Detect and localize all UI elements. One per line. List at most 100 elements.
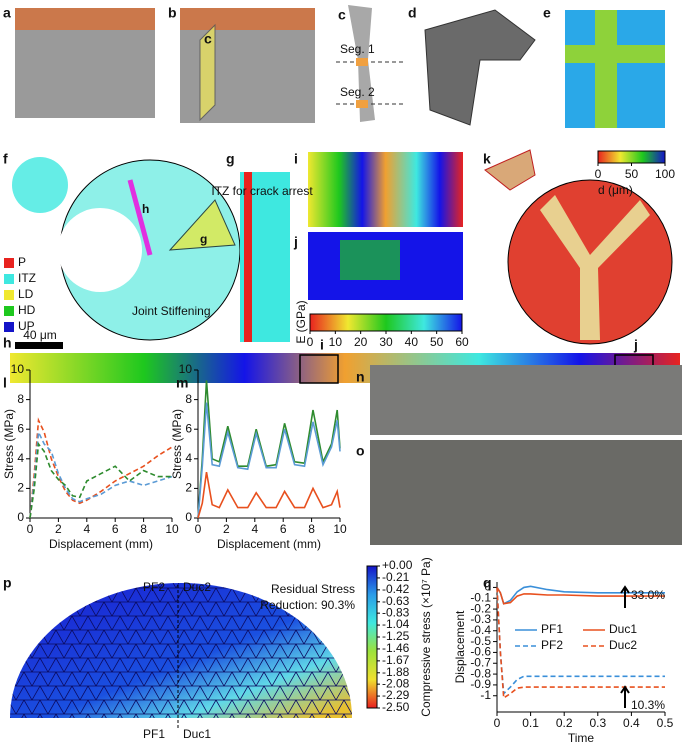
x-axis-label: Time bbox=[568, 731, 595, 745]
photo-o bbox=[370, 440, 682, 545]
y-tick-label: -1 bbox=[480, 688, 491, 702]
tick-label: -1.88 bbox=[382, 665, 410, 679]
panel-label: q bbox=[483, 575, 492, 591]
legend-label: P bbox=[18, 255, 26, 269]
y-tick-label: -0.7 bbox=[470, 655, 491, 669]
tick-label: 40 bbox=[405, 335, 419, 349]
series-line bbox=[29, 417, 173, 519]
annotation: Reduction: 90.3% bbox=[260, 598, 355, 612]
legend-label: PF1 bbox=[541, 622, 563, 636]
x-tick-label: 0.5 bbox=[657, 716, 674, 730]
y-tick-label: -0.9 bbox=[470, 677, 491, 691]
tick-label: -1.04 bbox=[382, 617, 410, 631]
x-tick-label: 0.4 bbox=[623, 716, 640, 730]
series-line bbox=[29, 429, 173, 519]
tick-label: -1.25 bbox=[382, 629, 410, 643]
panel-label: c bbox=[338, 7, 346, 23]
seg-mark bbox=[356, 58, 368, 66]
panel-label: l bbox=[3, 375, 7, 391]
y-tick-label: -0.2 bbox=[470, 601, 491, 615]
grains bbox=[540, 195, 650, 340]
panel-label: i bbox=[294, 151, 298, 167]
segment-label: Seg. 2 bbox=[340, 85, 375, 99]
colorbar bbox=[366, 565, 378, 709]
tick-label: -0.63 bbox=[382, 594, 410, 608]
arrow bbox=[620, 685, 630, 708]
y-tick-label: 6 bbox=[17, 421, 24, 435]
panel-label: n bbox=[356, 369, 365, 385]
y-axis-label: Displacement bbox=[453, 610, 467, 683]
y-tick-label: -0.5 bbox=[470, 634, 491, 648]
tick-label: -2.29 bbox=[382, 688, 410, 702]
legend-swatch bbox=[4, 290, 14, 300]
panel-label: m bbox=[176, 375, 188, 391]
y-tick-label: 2 bbox=[185, 481, 192, 495]
scale-label: 40 μm bbox=[23, 328, 57, 342]
x-tick-label: 10 bbox=[165, 522, 179, 536]
annotation: Residual Stress bbox=[271, 582, 355, 596]
panel-label: p bbox=[3, 575, 12, 591]
y-tick-label: -0.1 bbox=[470, 590, 491, 604]
damage-b bbox=[180, 8, 315, 30]
tick-label: +0.00 bbox=[382, 558, 413, 572]
x-tick-label: 4 bbox=[251, 522, 258, 536]
tick-label: 10 bbox=[329, 335, 343, 349]
tick-label: -1.67 bbox=[382, 653, 410, 667]
panel-label: e bbox=[543, 5, 551, 21]
legend-swatch bbox=[4, 322, 14, 332]
legend-label: ITZ bbox=[18, 271, 36, 285]
annotation: 33.0% bbox=[631, 588, 665, 602]
zoom-label: i bbox=[320, 337, 324, 353]
series-line bbox=[496, 586, 665, 605]
render-g-p bbox=[244, 172, 252, 342]
y-tick-label: 10 bbox=[11, 362, 25, 376]
annotation: Joint Stiffening bbox=[132, 304, 211, 318]
x-tick-label: 8 bbox=[308, 522, 315, 536]
y-tick-label: 8 bbox=[185, 392, 192, 406]
y-tick-label: -0.3 bbox=[470, 612, 491, 626]
x-tick-label: 10 bbox=[333, 522, 347, 536]
lattice bbox=[12, 157, 68, 213]
y-tick-label: 10 bbox=[179, 362, 193, 376]
annotation: 10.3% bbox=[631, 698, 665, 712]
x-tick-label: 0.1 bbox=[522, 716, 539, 730]
series-line bbox=[496, 587, 665, 696]
axis bbox=[29, 370, 172, 519]
y-tick-label: 2 bbox=[17, 481, 24, 495]
panel-label: f bbox=[3, 151, 8, 167]
map-j-patch bbox=[340, 240, 400, 280]
pore bbox=[58, 208, 142, 292]
legend-swatch bbox=[4, 306, 14, 316]
seg-mark bbox=[356, 100, 368, 108]
render-k bbox=[484, 149, 536, 191]
x-tick-label: 2 bbox=[55, 522, 62, 536]
series-line bbox=[496, 587, 665, 700]
y-tick-label: 4 bbox=[17, 451, 24, 465]
zoom-label: j bbox=[633, 337, 638, 353]
x-tick-label: 0.3 bbox=[589, 716, 606, 730]
tick-label: -0.21 bbox=[382, 570, 410, 584]
panel-label: o bbox=[356, 443, 365, 459]
x-tick-label: 0 bbox=[195, 522, 202, 536]
crack bbox=[127, 179, 153, 256]
legend-label: UP bbox=[18, 319, 35, 333]
tick-label: 60 bbox=[455, 335, 469, 349]
tick-label: 0 bbox=[595, 167, 602, 181]
render-e-green bbox=[565, 45, 665, 63]
tick-label: 50 bbox=[625, 167, 639, 181]
tick-label: -1.46 bbox=[382, 641, 410, 655]
render-d bbox=[424, 9, 536, 126]
point-label: Duc2 bbox=[183, 580, 211, 594]
x-tick-label: 6 bbox=[280, 522, 287, 536]
x-tick-label: 2 bbox=[223, 522, 230, 536]
x-axis-label: Displacement (mm) bbox=[49, 537, 153, 551]
tick-label: -0.42 bbox=[382, 582, 410, 596]
segment-label: Seg. 1 bbox=[340, 42, 375, 56]
y-tick-label: -0.6 bbox=[470, 645, 491, 659]
tick-label: 100 bbox=[655, 167, 675, 181]
tick-label: 0 bbox=[307, 335, 314, 349]
photo-n bbox=[370, 365, 682, 435]
x-tick-label: 8 bbox=[140, 522, 147, 536]
panel-label: h bbox=[3, 335, 12, 351]
series-line bbox=[197, 402, 341, 519]
